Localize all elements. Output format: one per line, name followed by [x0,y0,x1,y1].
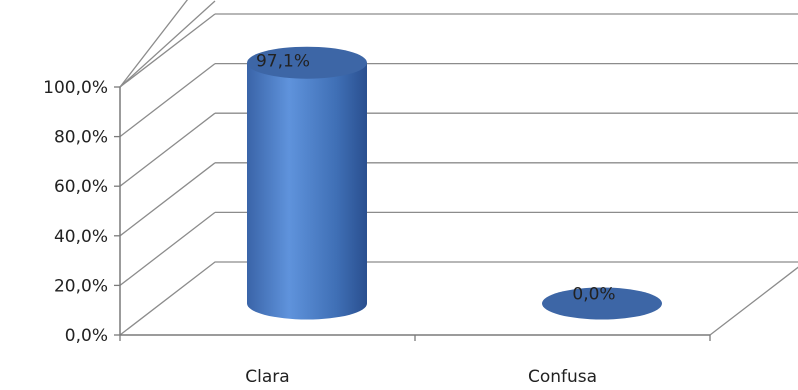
bar-top-clara [247,46,367,79]
x-axis-labels: Clara Confusa [119,335,711,387]
bar-confusa [542,287,662,320]
x-tick-label: Confusa [528,367,597,387]
bars: 97,1% 0,0% [247,46,662,320]
gridline-side [119,63,216,138]
y-tick-label: 80,0% [54,128,108,148]
x-tick-label: Clara [245,367,289,387]
data-label: 0,0% [572,285,615,305]
y-tick-label: 100,0% [43,78,108,98]
gridline-side [119,112,216,187]
y-tick-label: 60,0% [54,177,108,197]
y-tick-label: 40,0% [54,227,108,247]
y-tick-label: 20,0% [54,276,108,296]
gridline-side [119,13,216,88]
data-label: 97,1% [256,52,310,72]
y-tick-label: 0,0% [65,326,108,346]
chart-walls [119,0,798,336]
gridline-side [119,211,216,286]
gridline-side [119,0,189,88]
gridline-side [119,162,216,237]
floor-outline [119,261,798,336]
left-wall-edge [119,0,216,88]
gridlines [119,0,798,286]
bar-clara [247,62,367,320]
y-axis-ticks: 0,0% 20,0% 40,0% 60,0% 80,0% 100,0% [43,78,120,346]
